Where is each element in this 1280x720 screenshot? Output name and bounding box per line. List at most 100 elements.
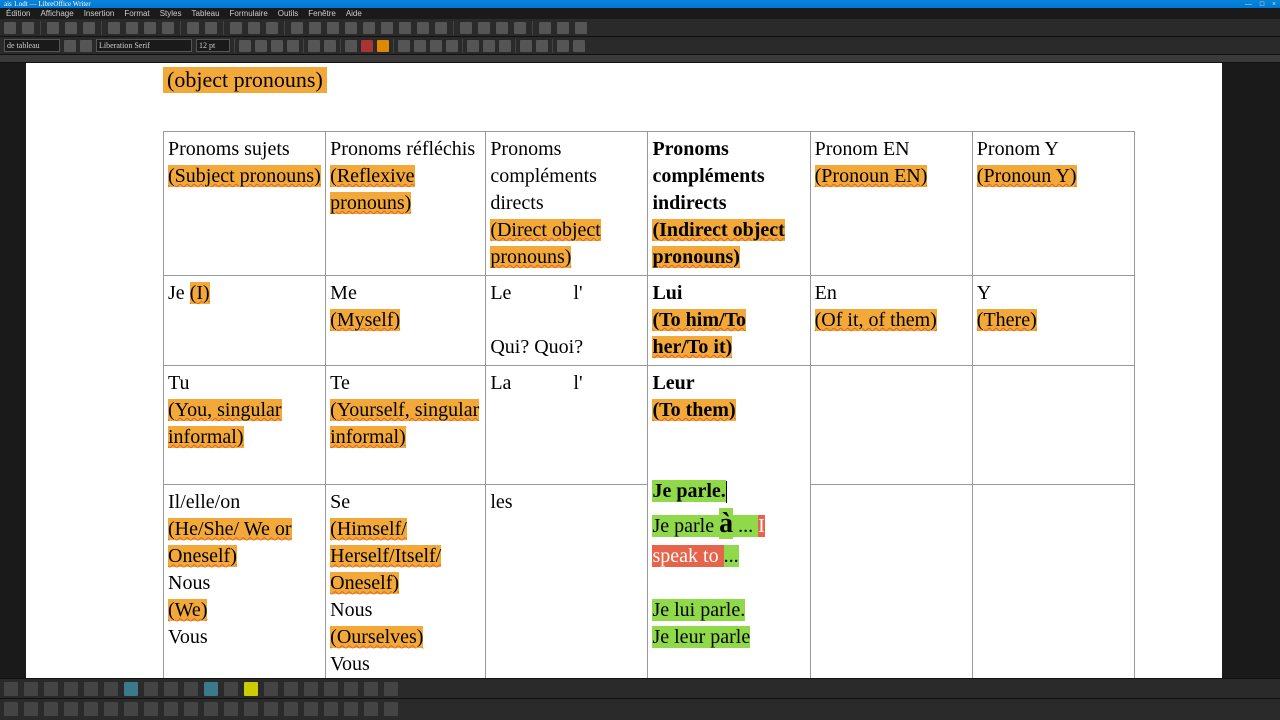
align-left-icon[interactable] (460, 22, 472, 34)
table-props-icon[interactable] (284, 682, 298, 696)
update-style-icon[interactable] (64, 40, 76, 52)
style-select[interactable]: de tableau (4, 39, 60, 52)
indent-inc-icon[interactable] (536, 40, 548, 52)
menu-aide[interactable]: Aide (346, 9, 362, 18)
font-name-select[interactable]: Liberation Serif (96, 39, 192, 52)
strikethrough-icon[interactable] (287, 40, 299, 52)
triangle-icon[interactable] (184, 702, 198, 716)
cell[interactable] (972, 485, 1134, 678)
cell[interactable]: Y (There) (972, 276, 1134, 366)
image-icon[interactable] (309, 22, 321, 34)
cell-header-indirect[interactable]: Pronoms compléments indirects (Indirect … (648, 132, 810, 276)
menu-format[interactable]: Format (124, 9, 149, 18)
menu-affichage[interactable]: Affichage (40, 9, 73, 18)
cell[interactable]: Te (Yourself, singular informal) (326, 366, 486, 485)
textbox-icon[interactable] (345, 22, 357, 34)
line-spacing-icon[interactable] (557, 40, 569, 52)
align-right-icon[interactable] (496, 22, 508, 34)
flowchart-icon[interactable] (344, 702, 358, 716)
line-draw-icon[interactable] (24, 702, 38, 716)
save-icon[interactable] (47, 22, 59, 34)
cell[interactable]: Lui (To him/To her/To it) (648, 276, 810, 366)
minimize-button[interactable]: — (1245, 0, 1252, 8)
table-align-icon[interactable] (184, 682, 198, 696)
cell[interactable] (972, 366, 1134, 485)
cell-header-subject[interactable]: Pronoms sujets (Subject pronouns) (164, 132, 326, 276)
table-optimize-icon[interactable] (164, 682, 178, 696)
callout-icon[interactable] (324, 702, 338, 716)
table-caption-icon[interactable] (344, 682, 358, 696)
menu-formulaire[interactable]: Formulaire (230, 9, 268, 18)
chart-icon[interactable] (327, 22, 339, 34)
cell-header-y[interactable]: Pronom Y (Pronoun Y) (972, 132, 1134, 276)
highlight-color-icon[interactable] (377, 40, 389, 52)
outline-icon[interactable] (499, 40, 511, 52)
table-border-icon[interactable] (204, 682, 218, 696)
draw-functions-icon[interactable] (575, 22, 587, 34)
print-icon[interactable] (65, 22, 77, 34)
cell-header-en[interactable]: Pronom EN (Pronoun EN) (810, 132, 972, 276)
bullet-list-icon[interactable] (467, 40, 479, 52)
freeform-icon[interactable] (64, 702, 78, 716)
fontwork-icon[interactable] (364, 702, 378, 716)
subscript-icon[interactable] (324, 40, 336, 52)
font-size-select[interactable]: 12 pt (196, 39, 230, 52)
align-left2-icon[interactable] (398, 40, 410, 52)
cell-indirect-examples[interactable]: Leur (To them) Je parle. Je parle à ... … (648, 366, 810, 679)
menu-tableau[interactable]: Tableau (192, 9, 220, 18)
cell-header-direct[interactable]: Pronoms compléments directs (Direct obje… (486, 132, 648, 276)
menu-outils[interactable]: Outils (278, 9, 298, 18)
align-right2-icon[interactable] (430, 40, 442, 52)
horizontal-ruler[interactable] (0, 55, 1280, 63)
square-icon[interactable] (124, 702, 138, 716)
table-merge-icon[interactable] (124, 682, 138, 696)
new-icon[interactable] (4, 22, 16, 34)
cell[interactable]: En (Of it, of them) (810, 276, 972, 366)
indent-dec-icon[interactable] (520, 40, 532, 52)
clone-format-icon[interactable] (162, 22, 174, 34)
table-sort-icon[interactable] (304, 682, 318, 696)
cell[interactable]: Me (Myself) (326, 276, 486, 366)
select-icon[interactable] (4, 702, 18, 716)
cut-icon[interactable] (108, 22, 120, 34)
align-center-icon[interactable] (478, 22, 490, 34)
star-icon[interactable] (284, 702, 298, 716)
cell[interactable]: Le l' Qui? Quoi? (486, 276, 648, 366)
cell-header-reflexive[interactable]: Pronoms réfléchis (Reflexive pronouns) (326, 132, 486, 276)
formula-icon[interactable] (384, 682, 398, 696)
table-select-icon[interactable] (144, 682, 158, 696)
paste-icon[interactable] (144, 22, 156, 34)
diamond-icon[interactable] (224, 702, 238, 716)
new-style-icon[interactable] (80, 40, 92, 52)
table-insertcol-icon[interactable] (44, 682, 58, 696)
cell[interactable]: Tu (You, singular informal) (164, 366, 326, 485)
comment-icon[interactable] (417, 22, 429, 34)
menu-styles[interactable]: Styles (160, 9, 182, 18)
maximize-button[interactable]: □ (1260, 0, 1264, 8)
table-deleterow-icon[interactable] (64, 682, 78, 696)
table-deletecol-icon[interactable] (84, 682, 98, 696)
align-center2-icon[interactable] (414, 40, 426, 52)
pentagon-icon[interactable] (244, 702, 258, 716)
export-icon[interactable] (83, 22, 95, 34)
superscript-icon[interactable] (308, 40, 320, 52)
cell[interactable]: Se (Himself/ Herself/Itself/ Oneself) No… (326, 485, 486, 678)
cell[interactable] (810, 485, 972, 678)
curve-icon[interactable] (44, 702, 58, 716)
ellipse-icon[interactable] (144, 702, 158, 716)
extrusion-icon[interactable] (384, 702, 398, 716)
undo-icon[interactable] (187, 22, 199, 34)
hexagon-icon[interactable] (264, 702, 278, 716)
number-list-icon[interactable] (483, 40, 495, 52)
circle-icon[interactable] (164, 702, 178, 716)
cell[interactable]: La l' (486, 366, 648, 485)
table-autoformat-icon[interactable] (264, 682, 278, 696)
arrow-icon[interactable] (304, 702, 318, 716)
line-icon[interactable] (539, 22, 551, 34)
rounded-rect-icon[interactable] (104, 702, 118, 716)
spellcheck-icon[interactable] (248, 22, 260, 34)
find-icon[interactable] (230, 22, 242, 34)
font-color-icon[interactable] (361, 40, 373, 52)
right-triangle-icon[interactable] (204, 702, 218, 716)
align-justify2-icon[interactable] (446, 40, 458, 52)
